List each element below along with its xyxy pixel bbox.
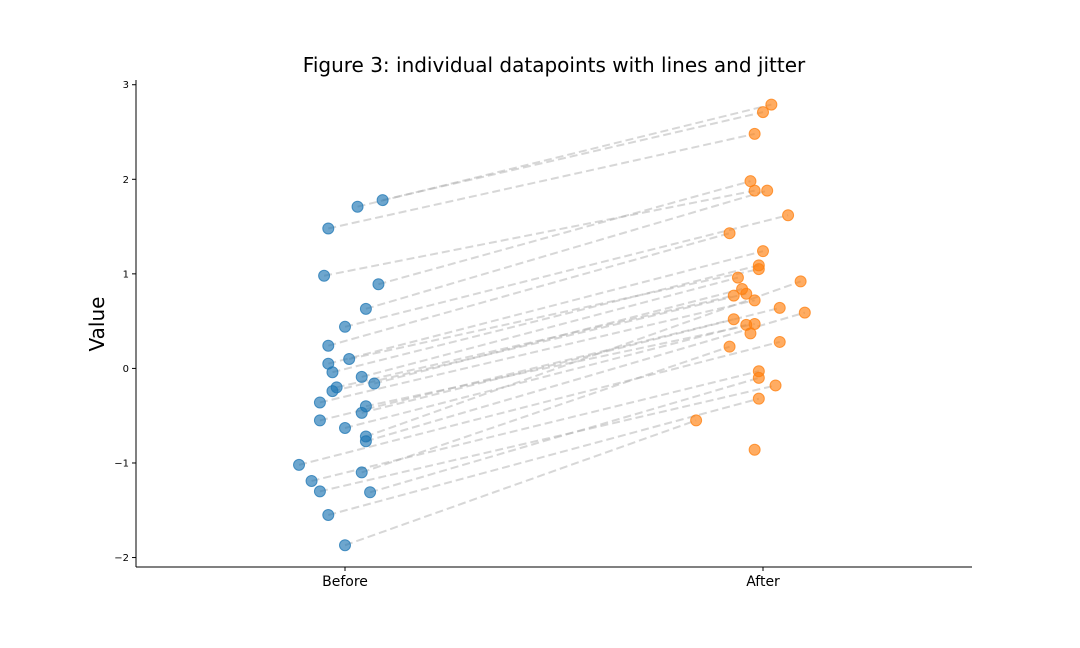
before-point [326,366,339,379]
after-point [782,209,795,222]
connecting-line [348,268,760,360]
connecting-line [344,323,747,429]
x-tick-label: Before [322,574,368,590]
connecting-line [323,189,755,277]
before-point [376,194,389,207]
before-point [318,269,331,282]
after-point [690,414,703,427]
connecting-line [336,294,734,389]
connecting-line [357,103,772,208]
connecting-line [374,288,743,385]
y-tick-label: 1 [123,269,129,280]
axes: −2 −1 0 1 2 3 Before After [114,80,972,590]
connecting-line [328,397,760,516]
after-point [744,175,757,188]
connecting-line [328,250,764,365]
before-point [293,458,306,471]
before-point [355,370,368,383]
after-point [757,245,769,258]
before-point [359,302,372,315]
y-tick-label: 0 [123,364,129,375]
before-point [339,320,351,333]
before-point [355,406,368,419]
before-point [305,474,318,487]
after-point [748,443,761,456]
before-point [313,414,326,427]
after-point [723,227,736,240]
connecting-line [319,318,734,422]
before-point [368,377,381,390]
after-point [794,275,807,288]
connecting-line [298,340,780,466]
connecting-line [344,419,697,547]
after-point [757,106,769,119]
after-point [769,379,782,392]
before-point [351,200,364,213]
after-point [752,263,765,276]
after-point [723,340,736,353]
y-axis-label: Value [85,297,109,352]
before-point [313,485,326,498]
before-point [359,435,372,448]
connecting-lines [298,103,806,547]
connecting-line [365,311,806,443]
after-point [761,184,774,197]
before-point [364,486,377,499]
connecting-line [328,132,755,230]
y-tick-label: 3 [123,80,129,91]
connecting-line [369,376,760,494]
before-point [330,381,343,394]
after-point [752,371,765,384]
before-point [313,396,326,409]
data-points [293,98,811,552]
after-point [773,301,786,314]
connecting-line [319,384,776,493]
before-point [343,352,356,365]
connecting-line [319,299,755,404]
y-tick-label: −1 [114,458,129,469]
before-point [339,539,351,552]
y-tick-label: −2 [114,553,129,564]
after-point [744,327,757,340]
chart-title: Figure 3: individual datapoints with lin… [303,53,806,77]
before-point [372,278,385,291]
after-point [773,335,786,348]
after-point [740,287,753,300]
connecting-line [365,189,768,310]
after-point [727,313,740,326]
connecting-line [361,345,730,474]
x-tick-label: After [746,574,780,590]
after-point [765,98,778,111]
after-point [752,392,765,405]
before-point [355,466,368,479]
after-point [748,127,761,140]
after-point [798,306,811,319]
after-point [727,289,740,302]
connecting-line [344,214,789,328]
after-point [731,271,744,284]
connecting-line [382,111,764,202]
connecting-line [332,292,747,393]
connecting-line [365,280,801,438]
connecting-line [328,232,730,347]
connecting-line [311,370,760,482]
before-point [322,222,335,235]
after-point [748,294,761,307]
before-point [339,421,351,434]
connecting-line [378,180,751,286]
before-point [322,508,335,521]
connecting-line [361,276,739,378]
before-point [322,339,335,352]
connecting-line [332,264,760,374]
y-tick-label: 2 [123,175,129,186]
